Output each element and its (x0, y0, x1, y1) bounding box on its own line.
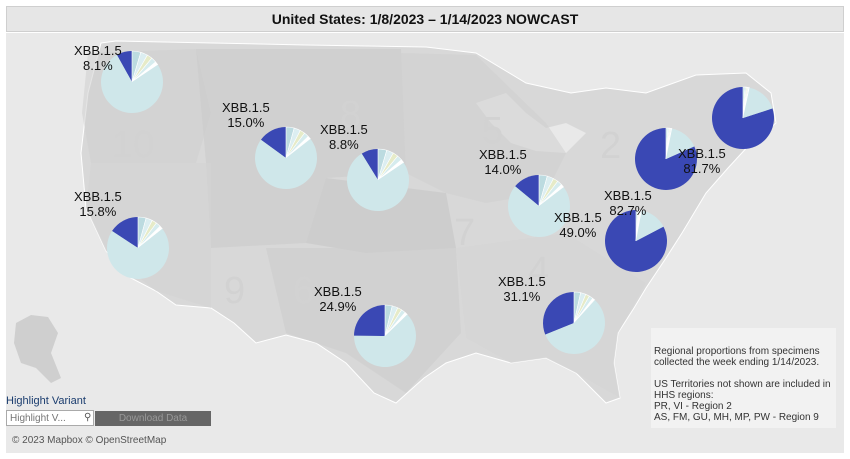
pie-slice-other-variant (742, 87, 750, 119)
variant-share: 8.1% (83, 58, 113, 73)
pie-label-region-7: XBB.1.5 8.8% (320, 122, 368, 152)
info-specimen-note: Regional proportions from specimens coll… (654, 346, 820, 368)
variant-name: XBB.1.5 (74, 189, 122, 204)
variant-name: XBB.1.5 (678, 146, 726, 161)
pie-slice-other (508, 186, 570, 237)
pie-chart-region-9[interactable] (107, 216, 169, 279)
hhs-region-number: 2 (600, 125, 621, 167)
pie-slice-xbb (116, 51, 132, 82)
pie-chart-region-6[interactable] (354, 304, 416, 367)
variant-share: 8.8% (329, 137, 359, 152)
pie-slice-other (101, 54, 163, 114)
pie-slice-other-variant (538, 184, 565, 207)
region-5-area (401, 53, 566, 203)
pie-slice-xbb (361, 149, 378, 180)
pie-chart-region-7[interactable] (347, 148, 409, 212)
pie-slice-other (107, 228, 169, 279)
variant-name: XBB.1.5 (314, 284, 362, 299)
variant-share: 24.9% (319, 299, 357, 314)
hhs-region-number: 6 (293, 270, 314, 312)
download-data-button[interactable]: Download Data (95, 411, 211, 426)
variant-name: XBB.1.5 (554, 210, 602, 225)
pie-slice-other (347, 153, 409, 212)
variant-share: 31.1% (503, 289, 541, 304)
pie-slice-other (743, 87, 773, 118)
variant-name: XBB.1.5 (320, 122, 368, 137)
info-panel: Regional proportions from specimens coll… (651, 328, 836, 428)
pie-chart-region-10[interactable] (101, 50, 163, 114)
pie-slice-xbb (515, 175, 539, 206)
variant-share: 81.7% (683, 161, 721, 176)
pie-chart-region-8[interactable] (255, 126, 317, 189)
pie-slice-other-variant (285, 136, 311, 159)
pie-slice-other (255, 138, 317, 189)
map-attribution: © 2023 Mapbox © OpenStreetMap (12, 435, 167, 446)
region-7-area (306, 178, 456, 253)
pie-chart-region-1[interactable] (712, 86, 774, 149)
pie-chart-region-4[interactable] (543, 291, 606, 355)
pie-label-region-3b: XBB.1.5 49.0% (554, 210, 602, 240)
pie-slice-xbb (260, 127, 286, 158)
map-title: United States: 1/8/2023 – 1/14/2023 NOWC… (6, 6, 844, 32)
pie-slice-xbb (543, 292, 574, 335)
pie-slice-other-variant (377, 159, 405, 181)
pie-slice-other-variant (384, 312, 408, 337)
pie-label-region-9: XBB.1.5 15.8% (74, 189, 122, 219)
variant-share: 15.8% (79, 204, 117, 219)
pie-slice-xbb (354, 305, 385, 336)
hhs-region-number: 7 (454, 212, 475, 254)
variant-share: 14.0% (484, 162, 522, 177)
hhs-region-number: 8 (340, 94, 361, 136)
pie-slice-other-variant (573, 297, 596, 324)
map-canvas: 10 8 5 2 7 9 6 4 (14, 40, 777, 404)
pie-label-region-3: XBB.1.5 82.7% (604, 188, 652, 218)
pie-slice-other (666, 128, 695, 159)
pie-chart-region-3[interactable] (605, 209, 667, 272)
pie-slice-other (545, 300, 606, 355)
hhs-region-number: 5 (482, 110, 503, 152)
us-region-map[interactable]: 10 8 5 2 7 9 6 4 XBB.1.5 8.1% XBB.1.5 15.0… (6, 33, 844, 453)
pie-slice-xbb (112, 217, 138, 248)
variant-name: XBB.1.5 (222, 100, 270, 115)
pie-chart-region-5[interactable] (508, 174, 570, 237)
pie-slice-other-variant (131, 61, 159, 83)
search-icon[interactable]: ⚲ (84, 412, 92, 423)
info-territories-note: US Territories not shown are included in… (654, 379, 831, 423)
pie-slice-other-variant (665, 128, 673, 160)
variant-name: XBB.1.5 (74, 43, 122, 58)
alaska (14, 315, 61, 383)
variant-name: XBB.1.5 (498, 274, 546, 289)
highlight-variant-label: Highlight Variant (6, 395, 86, 407)
pie-label-region-10: XBB.1.5 8.1% (74, 43, 122, 73)
variant-share: 49.0% (559, 225, 597, 240)
pie-label-region-6: XBB.1.5 24.9% (314, 284, 362, 314)
pie-slice-other-variant (137, 225, 163, 249)
hhs-region-number: 4 (528, 250, 549, 292)
pie-slice-other (354, 314, 416, 367)
pie-label-region-4: XBB.1.5 31.1% (498, 274, 546, 304)
hhs-region-number: 10 (112, 124, 154, 166)
pie-slice-other (636, 210, 664, 241)
variant-name: XBB.1.5 (479, 147, 527, 162)
variant-name: XBB.1.5 (604, 188, 652, 203)
pie-label-region-5: XBB.1.5 14.0% (479, 147, 527, 177)
pie-chart-region-2[interactable] (634, 127, 697, 190)
variant-share: 82.7% (609, 203, 647, 218)
pie-slice-other-variant (635, 210, 643, 242)
highlight-variant-input[interactable] (6, 410, 94, 426)
pie-label-region-2: XBB.1.5 81.7% (678, 146, 726, 176)
variant-share: 15.0% (227, 115, 265, 130)
hhs-region-number: 9 (224, 270, 245, 312)
pie-label-region-8: XBB.1.5 15.0% (222, 100, 270, 130)
